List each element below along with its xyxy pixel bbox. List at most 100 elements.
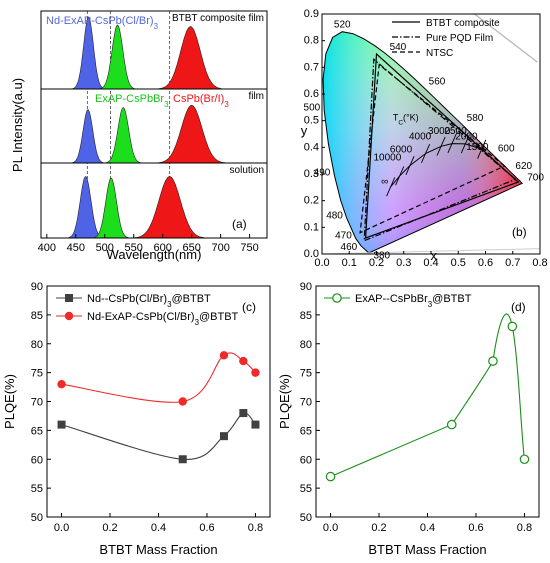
y-tick-label: 85 — [300, 310, 312, 322]
y-tick-label: 85 — [31, 310, 43, 322]
y-tick-label: 65 — [31, 425, 43, 437]
cct-label-∞: ∞ — [381, 177, 388, 188]
y-tick-label: 80 — [31, 339, 43, 351]
series-line-1 — [61, 352, 256, 403]
x-tick-label: 0.1 — [342, 257, 357, 269]
data-point-s0-4 — [251, 420, 260, 429]
x-tick-label: 0.2 — [369, 257, 384, 269]
data-point-s0-4 — [519, 454, 530, 465]
isotherm-line — [405, 155, 415, 175]
y-tick-label: 55 — [31, 483, 43, 495]
x-tick-label: 0.2 — [371, 522, 386, 534]
x-tick-label: 0.4 — [420, 522, 435, 534]
y-tick-label: 0.8 — [304, 35, 319, 47]
y-tick-label: 70 — [300, 397, 312, 409]
spectral-locus — [322, 31, 524, 254]
subpanel-label-3: solution — [230, 165, 264, 176]
data-point-s1-0 — [57, 379, 66, 389]
legend-marker-0 — [65, 294, 73, 302]
y-tick-label: 65 — [300, 425, 312, 437]
peak-red-2 — [158, 104, 225, 164]
y-tick-label: 0.9 — [304, 8, 319, 20]
y-tick-label: 75 — [300, 368, 312, 380]
x-tick-label-750: 750 — [240, 242, 258, 254]
isotherm-line — [460, 134, 470, 154]
x-tick-label: 0.6 — [478, 257, 493, 269]
panel-a-frame — [40, 10, 268, 239]
annotation-red-perovskite: CsPb(Br/I)3 — [173, 93, 229, 109]
data-point-s0-2 — [488, 356, 498, 366]
legend-entry-2: NTSC — [426, 48, 453, 59]
wavelength-label-480: 480 — [326, 211, 343, 222]
wavelength-label-500: 500 — [304, 102, 321, 113]
data-point-s1-1 — [178, 397, 187, 406]
data-point-s0-2 — [219, 432, 228, 441]
x-tick-label: 0.0 — [323, 522, 338, 534]
y-axis-label: PLQE(%) — [277, 374, 292, 429]
panel-label-a: (a) — [232, 217, 247, 231]
legend-marker-1 — [64, 311, 74, 321]
peak-blue-1 — [72, 16, 105, 90]
panel-label-b: (b) — [512, 225, 527, 239]
x-tick-label: 0.0 — [314, 257, 329, 269]
x-tick-label-400: 400 — [38, 242, 56, 254]
data-point-s0-1 — [446, 419, 457, 430]
isotherm-line — [436, 136, 446, 156]
x-tick-label: 0.7 — [505, 257, 520, 269]
data-point-s1-2 — [219, 351, 229, 360]
isotherm-line — [447, 134, 457, 154]
x-axis-label: BTBT Mass Fraction — [99, 542, 217, 557]
panel-c-plqe-chart: 0.0 0.2 0.4 0.6 0.8 50 55 60 65 70 75 80 85 90 BTBT Ma… — [2, 281, 271, 557]
y-tick-label: 0.1 — [304, 221, 319, 233]
data-point-s0-0 — [325, 471, 336, 482]
x-tick-label: 0.4 — [423, 257, 438, 269]
y-tick-label: 50 — [300, 512, 312, 524]
isotherm-line — [421, 143, 431, 163]
x-tick-label-550: 550 — [125, 242, 143, 254]
wavelength-label-620: 620 — [515, 161, 532, 172]
x-tick-label: 0.5 — [451, 257, 466, 269]
annotation-green-perovskite: ExAP-CsPbBr3 — [95, 93, 169, 109]
annotation-blue-perovskite: Nd-ExAP-CsPb(Cl/Br)3 — [46, 15, 159, 31]
y-tick-label: 90 — [300, 281, 312, 293]
y-axis-label: PLQE(%) — [2, 374, 17, 429]
y-tick-label: 60 — [31, 454, 43, 466]
planckian-locus — [390, 143, 482, 188]
panel-b-cie-diagram: 10000600040003000250020001500∞TC(°K)3804… — [301, 8, 548, 269]
panel-d-plqe-chart: 0.0 0.2 0.4 0.6 0.8 50 55 60 65 70 75 80 85 90 BTBT Ma… — [277, 281, 540, 557]
cie-gamut-horizontal-shade — [323, 31, 523, 253]
subpanel-label-2: film — [248, 91, 264, 102]
x-tick-label-650: 650 — [182, 242, 200, 254]
x-tick-label-450: 450 — [67, 242, 85, 254]
peak-green-1 — [99, 24, 136, 90]
cct-label-3000: 3000 — [428, 126, 451, 137]
y-tick-label: 50 — [31, 512, 43, 524]
x-tick-label: 0.8 — [248, 522, 263, 534]
y-tick-label: 70 — [31, 397, 43, 409]
y-tick-label: 60 — [300, 454, 312, 466]
x-tick-label: 0.2 — [102, 522, 117, 534]
peak-blue-2 — [71, 109, 105, 164]
y-tick-label: 0.7 — [304, 61, 319, 73]
wavelength-label-470: 470 — [335, 231, 352, 242]
planckian-label: TC(°K) — [393, 113, 419, 127]
legend-entry-1: Nd-ExAP-CsPb(Cl/Br)3@BTBT — [87, 311, 239, 327]
y-tick-label: 0.6 — [304, 88, 319, 100]
x-axis-label: x — [430, 248, 437, 263]
wavelength-label-560: 560 — [429, 76, 446, 87]
peak-green-2 — [105, 107, 142, 164]
panel-label: (c) — [242, 300, 256, 314]
legend-marker-0 — [332, 293, 342, 303]
gamut-triangle-pure-pqd-film — [363, 58, 517, 242]
y-tick-label: 90 — [31, 281, 43, 293]
peak-green-3 — [93, 177, 130, 239]
x-axis-label: Wavelength(nm) — [107, 247, 202, 262]
y-tick-label: 0.2 — [304, 195, 319, 207]
frame — [315, 285, 540, 518]
background-diagonal — [474, 13, 538, 63]
y-tick-label: 0.0 — [304, 248, 319, 260]
data-point-s1-4 — [251, 368, 260, 377]
peak-blue-3 — [68, 176, 104, 239]
cct-label-2000: 2000 — [455, 131, 478, 142]
wavelength-label-700: 700 — [527, 172, 544, 183]
